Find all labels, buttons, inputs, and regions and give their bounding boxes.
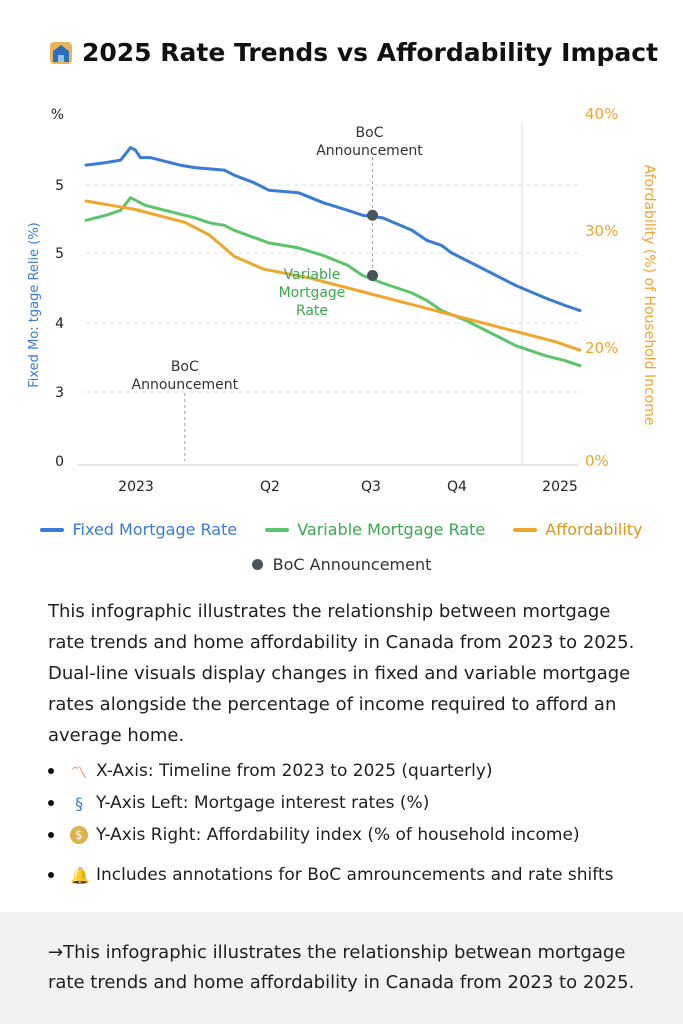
trend-icon: 〽 — [70, 763, 87, 782]
y-right-tick-label: 30% — [585, 222, 618, 240]
y-right-tick-label: 20% — [585, 339, 618, 357]
y-left-tick-label: 5 — [55, 246, 64, 262]
x-tick-label: Q4 — [447, 479, 467, 495]
legend-fixed: Fixed Mortgage Rate — [40, 520, 237, 539]
legend-fixed-label: Fixed Mortgage Rate — [72, 520, 238, 539]
legend-variable-swatch — [265, 527, 290, 532]
list-item: $ Y-Axis Right: Affordability index (% o… — [48, 819, 648, 851]
legend-variable-label: Variable Mortgage Rate — [297, 520, 486, 539]
y-right-tick-label: 40% — [585, 105, 618, 123]
chart: 0 3 4 5 5% 40% 30% 20% 0% 2023 Q2 Q3 Q4 2025 Fixed Mo:… — [0, 95, 683, 515]
legend-affordability-label: Affordability — [545, 520, 643, 539]
y-left-tick-label: 3 — [55, 385, 64, 401]
description: This infographic illustrates the relatio… — [48, 601, 635, 746]
footer-text: →This infographic illustrates the relati… — [48, 942, 635, 993]
line-chart: 0 3 4 5 5% 40% 30% 20% 0% 2023 Q2 Q3 Q4 2025 Fixed Mo:… — [27, 105, 657, 495]
x-tick-label: Q3 — [361, 479, 381, 495]
boc-marker — [367, 269, 379, 281]
marker-dot-icon — [251, 559, 263, 570]
legend-marker-label: BoC Announcement — [272, 555, 432, 574]
x-tick-label: Q2 — [260, 479, 280, 495]
series-annotation-label: Variable — [284, 267, 341, 283]
chart-legend: Fixed Mortgage Rate Variable Mortgage Ra… — [0, 520, 683, 574]
x-tick-label: 2025 — [542, 479, 578, 495]
y-left-tick-label: % — [51, 107, 64, 123]
page-title: 2025 Rate Trends vs Affordability Impact — [48, 38, 658, 67]
bullet-text: X-Axis: Timeline from 2023 to 2025 (quar… — [96, 761, 493, 781]
legend-fixed-swatch — [40, 527, 65, 532]
coin-icon: $ — [70, 826, 88, 844]
bullet-text: Includes annotations for BoC amrouncemen… — [96, 865, 614, 885]
bell-icon: 🔔 — [70, 865, 90, 885]
legend-marker: BoC Announcement — [0, 555, 683, 574]
bullet-text: Y-Axis Right: Affordability index (% of … — [96, 825, 580, 845]
affordability-line — [84, 199, 582, 352]
series-annotation-label: Rate — [296, 303, 328, 319]
y-left-axis-title: Fixed Mo: tgage Relie (%) — [27, 222, 42, 388]
title-text: 2025 Rate Trends vs Affordability Impact — [82, 38, 659, 67]
x-tick-label: 2023 — [118, 479, 154, 495]
annotation-label: Announcement — [132, 377, 239, 393]
list-item: 〽 X-Axis: Timeline from 2023 to 2025 (qu… — [48, 755, 648, 787]
annotation-label: BoC — [171, 359, 199, 375]
list-item: 🔔 Includes annotations for BoC amrouncem… — [48, 859, 648, 891]
annotation-label: BoC — [356, 125, 384, 141]
house-logo-icon — [50, 41, 72, 64]
y-left-tick-label: 0 — [55, 454, 64, 470]
annotation-label: Announcement — [316, 143, 423, 159]
boc-marker — [367, 209, 379, 221]
bullet-list: 〽 X-Axis: Timeline from 2023 to 2025 (qu… — [48, 755, 648, 891]
bullet-dot — [48, 872, 54, 878]
y-right-axis-title: Afordability (%) of Household Income — [641, 164, 657, 425]
list-item: § Y-Axis Left: Mortgage interest rates (… — [48, 787, 648, 819]
y-left-tick-label: 4 — [55, 316, 64, 332]
legend-affordability: Affordability — [513, 520, 643, 539]
legend-variable: Variable Mortgage Rate — [265, 520, 485, 539]
bullet-dot — [48, 832, 54, 838]
bullet-dot — [48, 800, 54, 806]
link-icon: § — [75, 793, 83, 813]
y-right-tick-label: 0% — [585, 452, 609, 470]
variable-rate-line — [84, 196, 582, 368]
bullet-dot — [48, 768, 54, 774]
footer-panel: →This infographic illustrates the relati… — [0, 912, 683, 1024]
fixed-rate-line — [84, 146, 582, 313]
bullet-text: Y-Axis Left: Mortgage interest rates (%) — [96, 793, 430, 813]
y-left-tick-label: 5 — [55, 178, 64, 194]
legend-affordability-swatch — [513, 527, 538, 532]
series-annotation-label: Mortgage — [279, 285, 346, 301]
